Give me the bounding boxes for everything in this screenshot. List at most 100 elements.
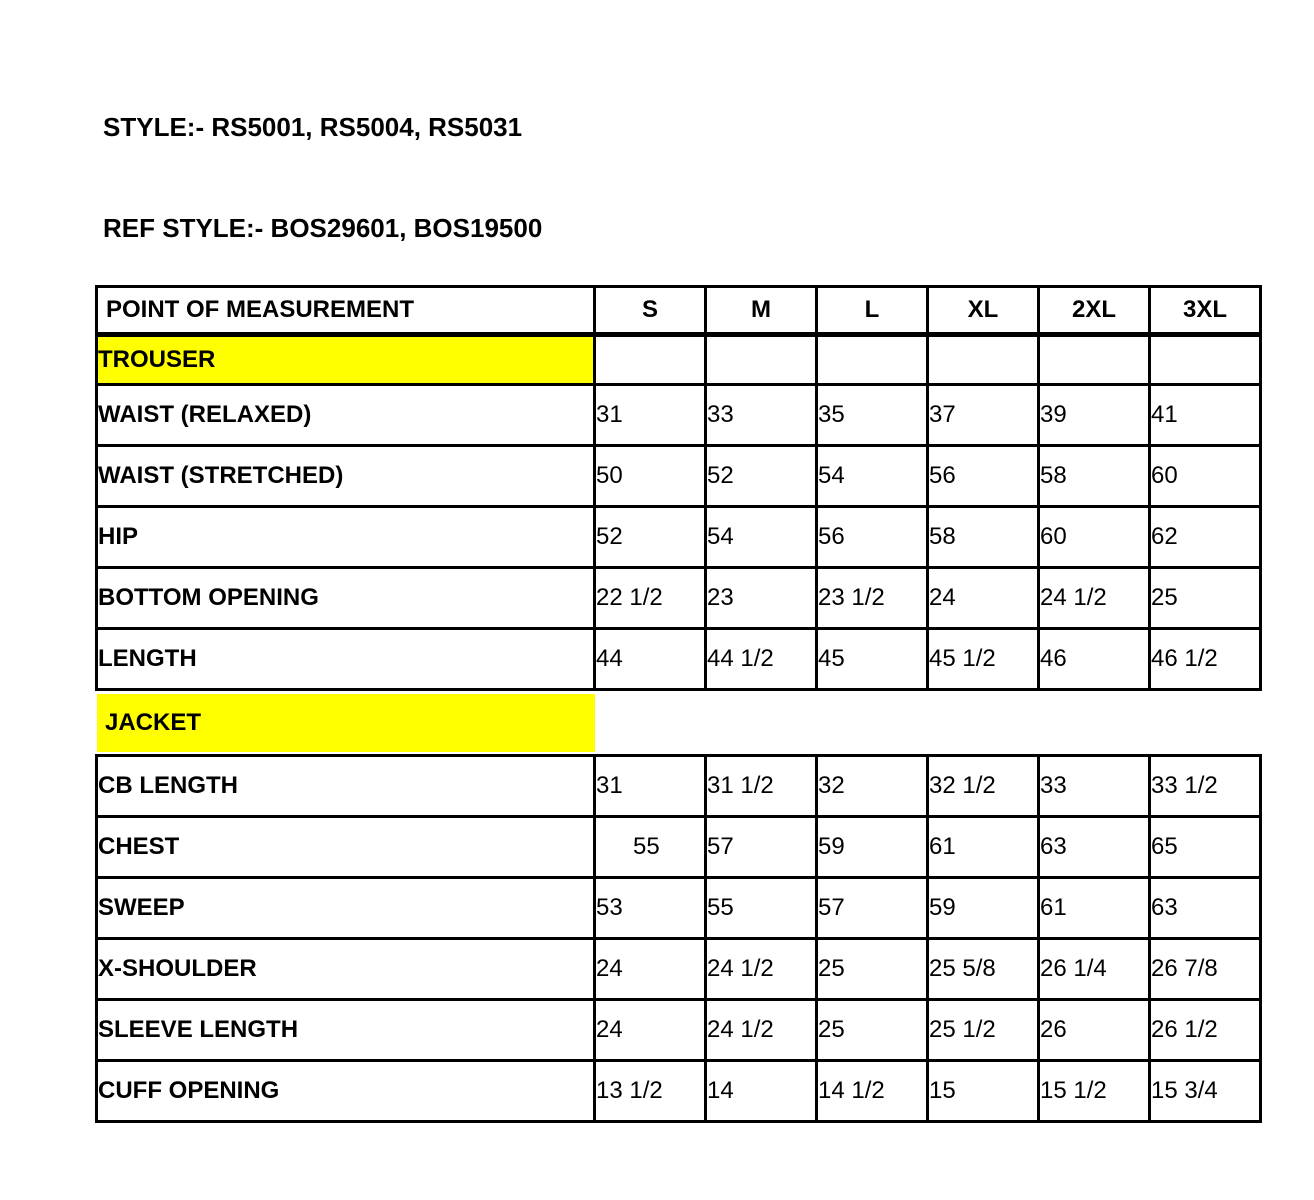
size-value-cell: 60 [1148, 444, 1262, 508]
size-value-cell: 45 1/2 [926, 627, 1040, 691]
measurement-row: CHEST 55 57 59 61 63 65 [95, 815, 1262, 879]
size-value-cell: 45 [815, 627, 929, 691]
empty-cell [926, 333, 1040, 386]
empty-cell [704, 333, 818, 386]
measurement-row: HIP 52 54 56 58 60 62 [95, 505, 1262, 569]
measurement-row: SWEEP 53 55 57 59 61 63 [95, 876, 1262, 940]
size-value-cell: 35 [815, 383, 929, 447]
measurement-row: LENGTH 44 44 1/2 45 45 1/2 46 46 1/2 [95, 627, 1262, 691]
size-value-cell: 55 [704, 876, 818, 940]
section-band: JACKET [97, 694, 595, 752]
measurement-row: WAIST (STRETCHED) 50 52 54 56 58 60 [95, 444, 1262, 508]
measurement-row: WAIST (RELAXED) 31 33 35 37 39 41 [95, 383, 1262, 447]
measurement-label-cell: CB LENGTH [95, 754, 596, 818]
empty-cell [593, 333, 707, 386]
size-value-cell: 58 [1037, 444, 1151, 508]
size-value-cell: 33 [704, 383, 818, 447]
section-label-cell: TROUSER [95, 333, 596, 386]
section-row: TROUSER [95, 333, 1262, 386]
size-value-cell: 56 [926, 444, 1040, 508]
trouser-table: POINT OF MEASUREMENT S M L XL 2XL 3XL TROUSER WA… [95, 285, 1262, 691]
size-value-cell: 53 [593, 876, 707, 940]
size-value-cell: 41 [1148, 383, 1262, 447]
size-value-cell: 24 [926, 566, 1040, 630]
size-value-cell: 26 1/4 [1037, 937, 1151, 1001]
jacket-table: CB LENGTH 31 31 1/2 32 32 1/2 33 33 1/2 CHEST 55… [95, 754, 1262, 1123]
size-value-cell: 50 [593, 444, 707, 508]
size-value-cell: 55 [593, 815, 707, 879]
size-value-cell: 23 [704, 566, 818, 630]
size-value-cell: 14 1/2 [815, 1059, 929, 1123]
size-value-cell: 25 [815, 998, 929, 1062]
measurement-label-cell: CHEST [95, 815, 596, 879]
empty-cell [815, 333, 929, 386]
column-header-size: 3XL [1148, 285, 1262, 337]
size-value-cell: 65 [1148, 815, 1262, 879]
size-value-cell: 63 [1148, 876, 1262, 940]
size-value-cell: 60 [1037, 505, 1151, 569]
section-band-label: JACKET [105, 709, 202, 736]
size-value-cell: 26 7/8 [1148, 937, 1262, 1001]
size-value-cell: 23 1/2 [815, 566, 929, 630]
size-value-cell: 57 [704, 815, 818, 879]
size-value-cell: 61 [1037, 876, 1151, 940]
size-value-cell: 24 1/2 [704, 937, 818, 1001]
column-header-size: XL [926, 285, 1040, 337]
measurement-label-cell: WAIST (RELAXED) [95, 383, 596, 447]
size-value-cell: 59 [926, 876, 1040, 940]
measurement-label-cell: X-SHOULDER [95, 937, 596, 1001]
size-value-cell: 52 [704, 444, 818, 508]
size-value-cell: 52 [593, 505, 707, 569]
column-header-point-of-measurement: POINT OF MEASUREMENT [95, 285, 596, 337]
measurement-label-cell: LENGTH [95, 627, 596, 691]
size-value-cell: 46 [1037, 627, 1151, 691]
measurement-row: CUFF OPENING 13 1/2 14 14 1/2 15 15 1/2 15 3/4 [95, 1059, 1262, 1123]
column-header-size: M [704, 285, 818, 337]
size-value-cell: 24 [593, 998, 707, 1062]
size-value-cell: 63 [1037, 815, 1151, 879]
size-value-cell: 57 [815, 876, 929, 940]
size-chart: POINT OF MEASUREMENT S M L XL 2XL 3XL TROUSER WA… [95, 285, 1262, 1123]
column-header-size: 2XL [1037, 285, 1151, 337]
column-header-size: L [815, 285, 929, 337]
size-value-cell: 15 3/4 [1148, 1059, 1262, 1123]
table-header-row: POINT OF MEASUREMENT S M L XL 2XL 3XL [95, 285, 1262, 337]
measurement-row: X-SHOULDER 24 24 1/2 25 25 5/8 26 1/4 26 7/8 [95, 937, 1262, 1001]
size-value-cell: 33 1/2 [1148, 754, 1262, 818]
measurement-label-cell: CUFF OPENING [95, 1059, 596, 1123]
size-value-cell: 31 1/2 [704, 754, 818, 818]
size-value-cell: 61 [926, 815, 1040, 879]
ref-style-heading: REF STYLE:- BOS29601, BOS19500 [103, 213, 543, 243]
size-value-cell: 15 1/2 [1037, 1059, 1151, 1123]
size-value-cell: 37 [926, 383, 1040, 447]
empty-cell [1148, 333, 1262, 386]
size-value-cell: 59 [815, 815, 929, 879]
size-value-cell: 46 1/2 [1148, 627, 1262, 691]
size-value-cell: 39 [1037, 383, 1151, 447]
measurement-row: SLEEVE LENGTH 24 24 1/2 25 25 1/2 26 26 1/2 [95, 998, 1262, 1062]
size-value-cell: 22 1/2 [593, 566, 707, 630]
size-value-cell: 25 [815, 937, 929, 1001]
size-value-cell: 25 1/2 [926, 998, 1040, 1062]
measurement-label-cell: HIP [95, 505, 596, 569]
measurement-row: BOTTOM OPENING 22 1/2 23 23 1/2 24 24 1/2 25 [95, 566, 1262, 630]
measurement-row: CB LENGTH 31 31 1/2 32 32 1/2 33 33 1/2 [95, 754, 1262, 818]
size-value-cell: 25 [1148, 566, 1262, 630]
size-value-cell: 15 [926, 1059, 1040, 1123]
measurement-label-cell: WAIST (STRETCHED) [95, 444, 596, 508]
size-value-cell: 31 [593, 383, 707, 447]
size-value-cell: 26 1/2 [1148, 998, 1262, 1062]
size-value-cell: 32 [815, 754, 929, 818]
column-header-size: S [593, 285, 707, 337]
size-value-cell: 58 [926, 505, 1040, 569]
size-value-cell: 24 [593, 937, 707, 1001]
measurement-label-cell: BOTTOM OPENING [95, 566, 596, 630]
empty-cell [1037, 333, 1151, 386]
size-value-cell: 44 1/2 [704, 627, 818, 691]
style-heading: STYLE:- RS5001, RS5004, RS5031 [103, 112, 523, 142]
size-value-cell: 24 1/2 [1037, 566, 1151, 630]
size-value-cell: 54 [704, 505, 818, 569]
size-value-cell: 14 [704, 1059, 818, 1123]
size-value-cell: 56 [815, 505, 929, 569]
